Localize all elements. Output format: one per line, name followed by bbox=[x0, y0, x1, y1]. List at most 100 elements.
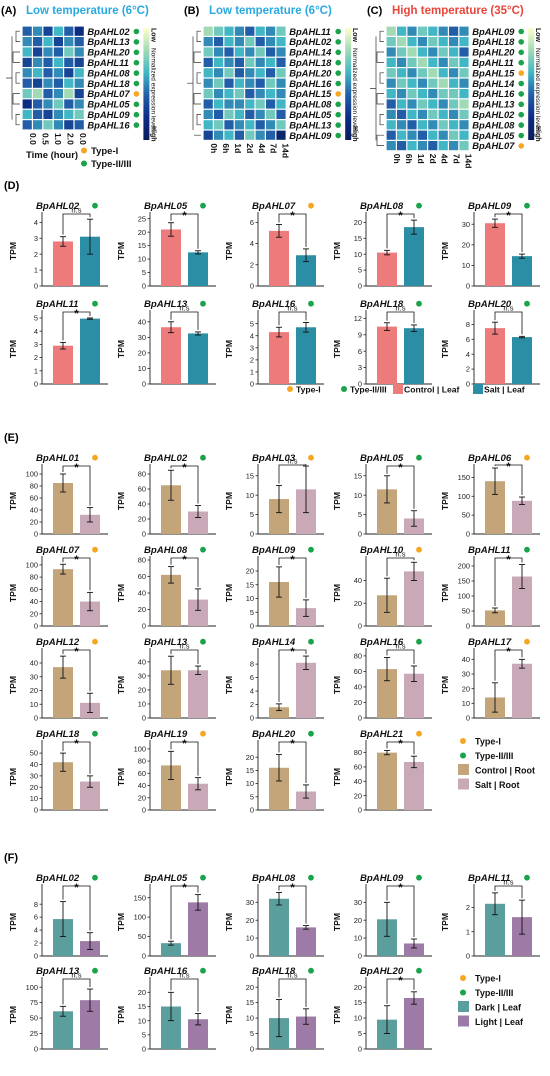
y-tick-label: 20 bbox=[138, 988, 146, 997]
legend: Type-I Type-II/III Dark | Leaf Light | Leaf bbox=[458, 974, 524, 1027]
dendrogram-branch bbox=[379, 30, 384, 42]
heatmap-cell bbox=[255, 26, 265, 36]
subplot-BpAHL09: BpAHL09 0 10 20 30 TPM * bbox=[332, 873, 432, 961]
heatmap-cell bbox=[386, 47, 396, 57]
dendrogram-branch bbox=[15, 72, 20, 84]
bar-control bbox=[53, 919, 73, 956]
heatmap-cell bbox=[417, 109, 427, 119]
significance-label: n.s bbox=[287, 971, 297, 980]
heatmap-cell bbox=[266, 57, 276, 67]
heatmap-cell bbox=[417, 89, 427, 99]
heatmap-cell bbox=[276, 68, 286, 78]
gene-type-marker bbox=[335, 28, 342, 35]
y-tick-label: 0 bbox=[358, 1045, 362, 1054]
significance-bracket bbox=[62, 649, 91, 692]
heatmap-cell bbox=[234, 68, 244, 78]
bar-control bbox=[269, 582, 289, 626]
colorbar-low: Low bbox=[534, 28, 541, 43]
gene-label: BpAHL18 bbox=[87, 78, 130, 89]
y-tick-label: 2 bbox=[34, 353, 38, 362]
heatmap-cell bbox=[397, 57, 407, 67]
heatmap-cell bbox=[459, 78, 469, 88]
y-axis-label: TPM bbox=[8, 340, 18, 358]
significance-bracket bbox=[386, 465, 415, 509]
y-tick-label: 5 bbox=[34, 314, 38, 323]
heatmap-cell bbox=[234, 37, 244, 47]
y-tick-label: 3 bbox=[250, 343, 254, 352]
significance-bracket bbox=[278, 978, 307, 1007]
y-tick-label: 0 bbox=[250, 380, 254, 389]
significance-bracket bbox=[494, 649, 523, 681]
bar-control bbox=[53, 569, 73, 626]
y-tick-label: 2 bbox=[250, 355, 254, 364]
heatmap-cell bbox=[417, 141, 427, 151]
gene-title: BpAHL16 bbox=[252, 299, 296, 310]
gene-title: BpAHL08 bbox=[252, 873, 296, 884]
heatmap-cell bbox=[407, 89, 417, 99]
heatmap-cell bbox=[22, 78, 32, 88]
colorbar-low: Low bbox=[351, 28, 358, 43]
y-tick-label: 6 bbox=[34, 913, 38, 922]
y-axis-label: TPM bbox=[332, 913, 342, 931]
heatmap-cell bbox=[74, 57, 84, 67]
dendrogram-branch bbox=[196, 114, 201, 126]
heatmap-cell bbox=[438, 141, 448, 151]
heatmap-cell bbox=[245, 47, 255, 57]
heatmap-cell bbox=[397, 47, 407, 57]
bar-control bbox=[269, 230, 289, 286]
bar-treatment bbox=[404, 227, 424, 286]
heatmap-cell bbox=[224, 47, 234, 57]
heatmap-xtick: 0.0 bbox=[78, 133, 88, 145]
y-tick-label: 0 bbox=[358, 530, 362, 539]
heatmap-cell bbox=[43, 37, 53, 47]
heatmap-cell bbox=[234, 57, 244, 67]
y-axis-label: TPM bbox=[8, 768, 18, 786]
heatmap-cell bbox=[438, 130, 448, 140]
bar-control bbox=[377, 919, 397, 956]
bar-control bbox=[485, 610, 505, 626]
y-axis-label: TPM bbox=[332, 340, 342, 358]
heatmap-cell bbox=[266, 109, 276, 119]
y-tick-label: 200 bbox=[458, 562, 470, 571]
bar-treatment bbox=[404, 571, 424, 626]
gene-title: BpAHL02 bbox=[36, 201, 80, 212]
gene-label: BpAHL16 bbox=[289, 78, 332, 89]
y-tick-label: 20 bbox=[462, 684, 470, 693]
heatmap-cell bbox=[397, 120, 407, 130]
y-tick-label: 20 bbox=[30, 783, 38, 792]
y-tick-label: 40 bbox=[138, 781, 146, 790]
heatmap-cell bbox=[438, 109, 448, 119]
y-tick-label: 100 bbox=[458, 592, 470, 601]
heatmap-xtick: 0.0 bbox=[28, 133, 38, 145]
y-tick-label: 20 bbox=[30, 518, 38, 527]
heatmap-title: Low temperature (6°C) bbox=[209, 5, 332, 17]
panel-label: (A) bbox=[1, 5, 17, 17]
significance-label: n.s bbox=[395, 550, 405, 559]
gene-type-marker bbox=[133, 101, 140, 108]
y-tick-label: 50 bbox=[30, 749, 38, 758]
y-tick-label: 0 bbox=[466, 622, 470, 631]
legend-type1-label: Type-I bbox=[91, 146, 118, 157]
heatmap-cell bbox=[407, 57, 417, 67]
heatmap-cell bbox=[255, 120, 265, 130]
gene-type-marker bbox=[518, 143, 524, 149]
y-tick-label: 30 bbox=[138, 333, 146, 342]
gene-title: BpAHL20 bbox=[252, 729, 296, 740]
heatmap-cell bbox=[64, 109, 74, 119]
legend-swatch bbox=[458, 1015, 469, 1027]
heatmap-cell bbox=[214, 47, 224, 57]
heatmap-cell bbox=[234, 99, 244, 109]
y-tick-label: 40 bbox=[30, 659, 38, 668]
heatmap-cell bbox=[22, 120, 32, 130]
y-tick-label: 20 bbox=[462, 240, 470, 249]
dendrogram-root bbox=[187, 36, 194, 130]
legend-marker bbox=[460, 989, 466, 996]
y-axis-label: TPM bbox=[332, 492, 342, 510]
heatmap-cell bbox=[64, 47, 74, 57]
gene-type-marker bbox=[200, 300, 206, 307]
y-tick-label: 150 bbox=[458, 473, 470, 482]
bar-control bbox=[53, 1011, 73, 1049]
y-tick-label: 100 bbox=[134, 744, 146, 753]
y-axis-label: TPM bbox=[116, 913, 126, 931]
gene-title: BpAHL08 bbox=[360, 201, 404, 212]
